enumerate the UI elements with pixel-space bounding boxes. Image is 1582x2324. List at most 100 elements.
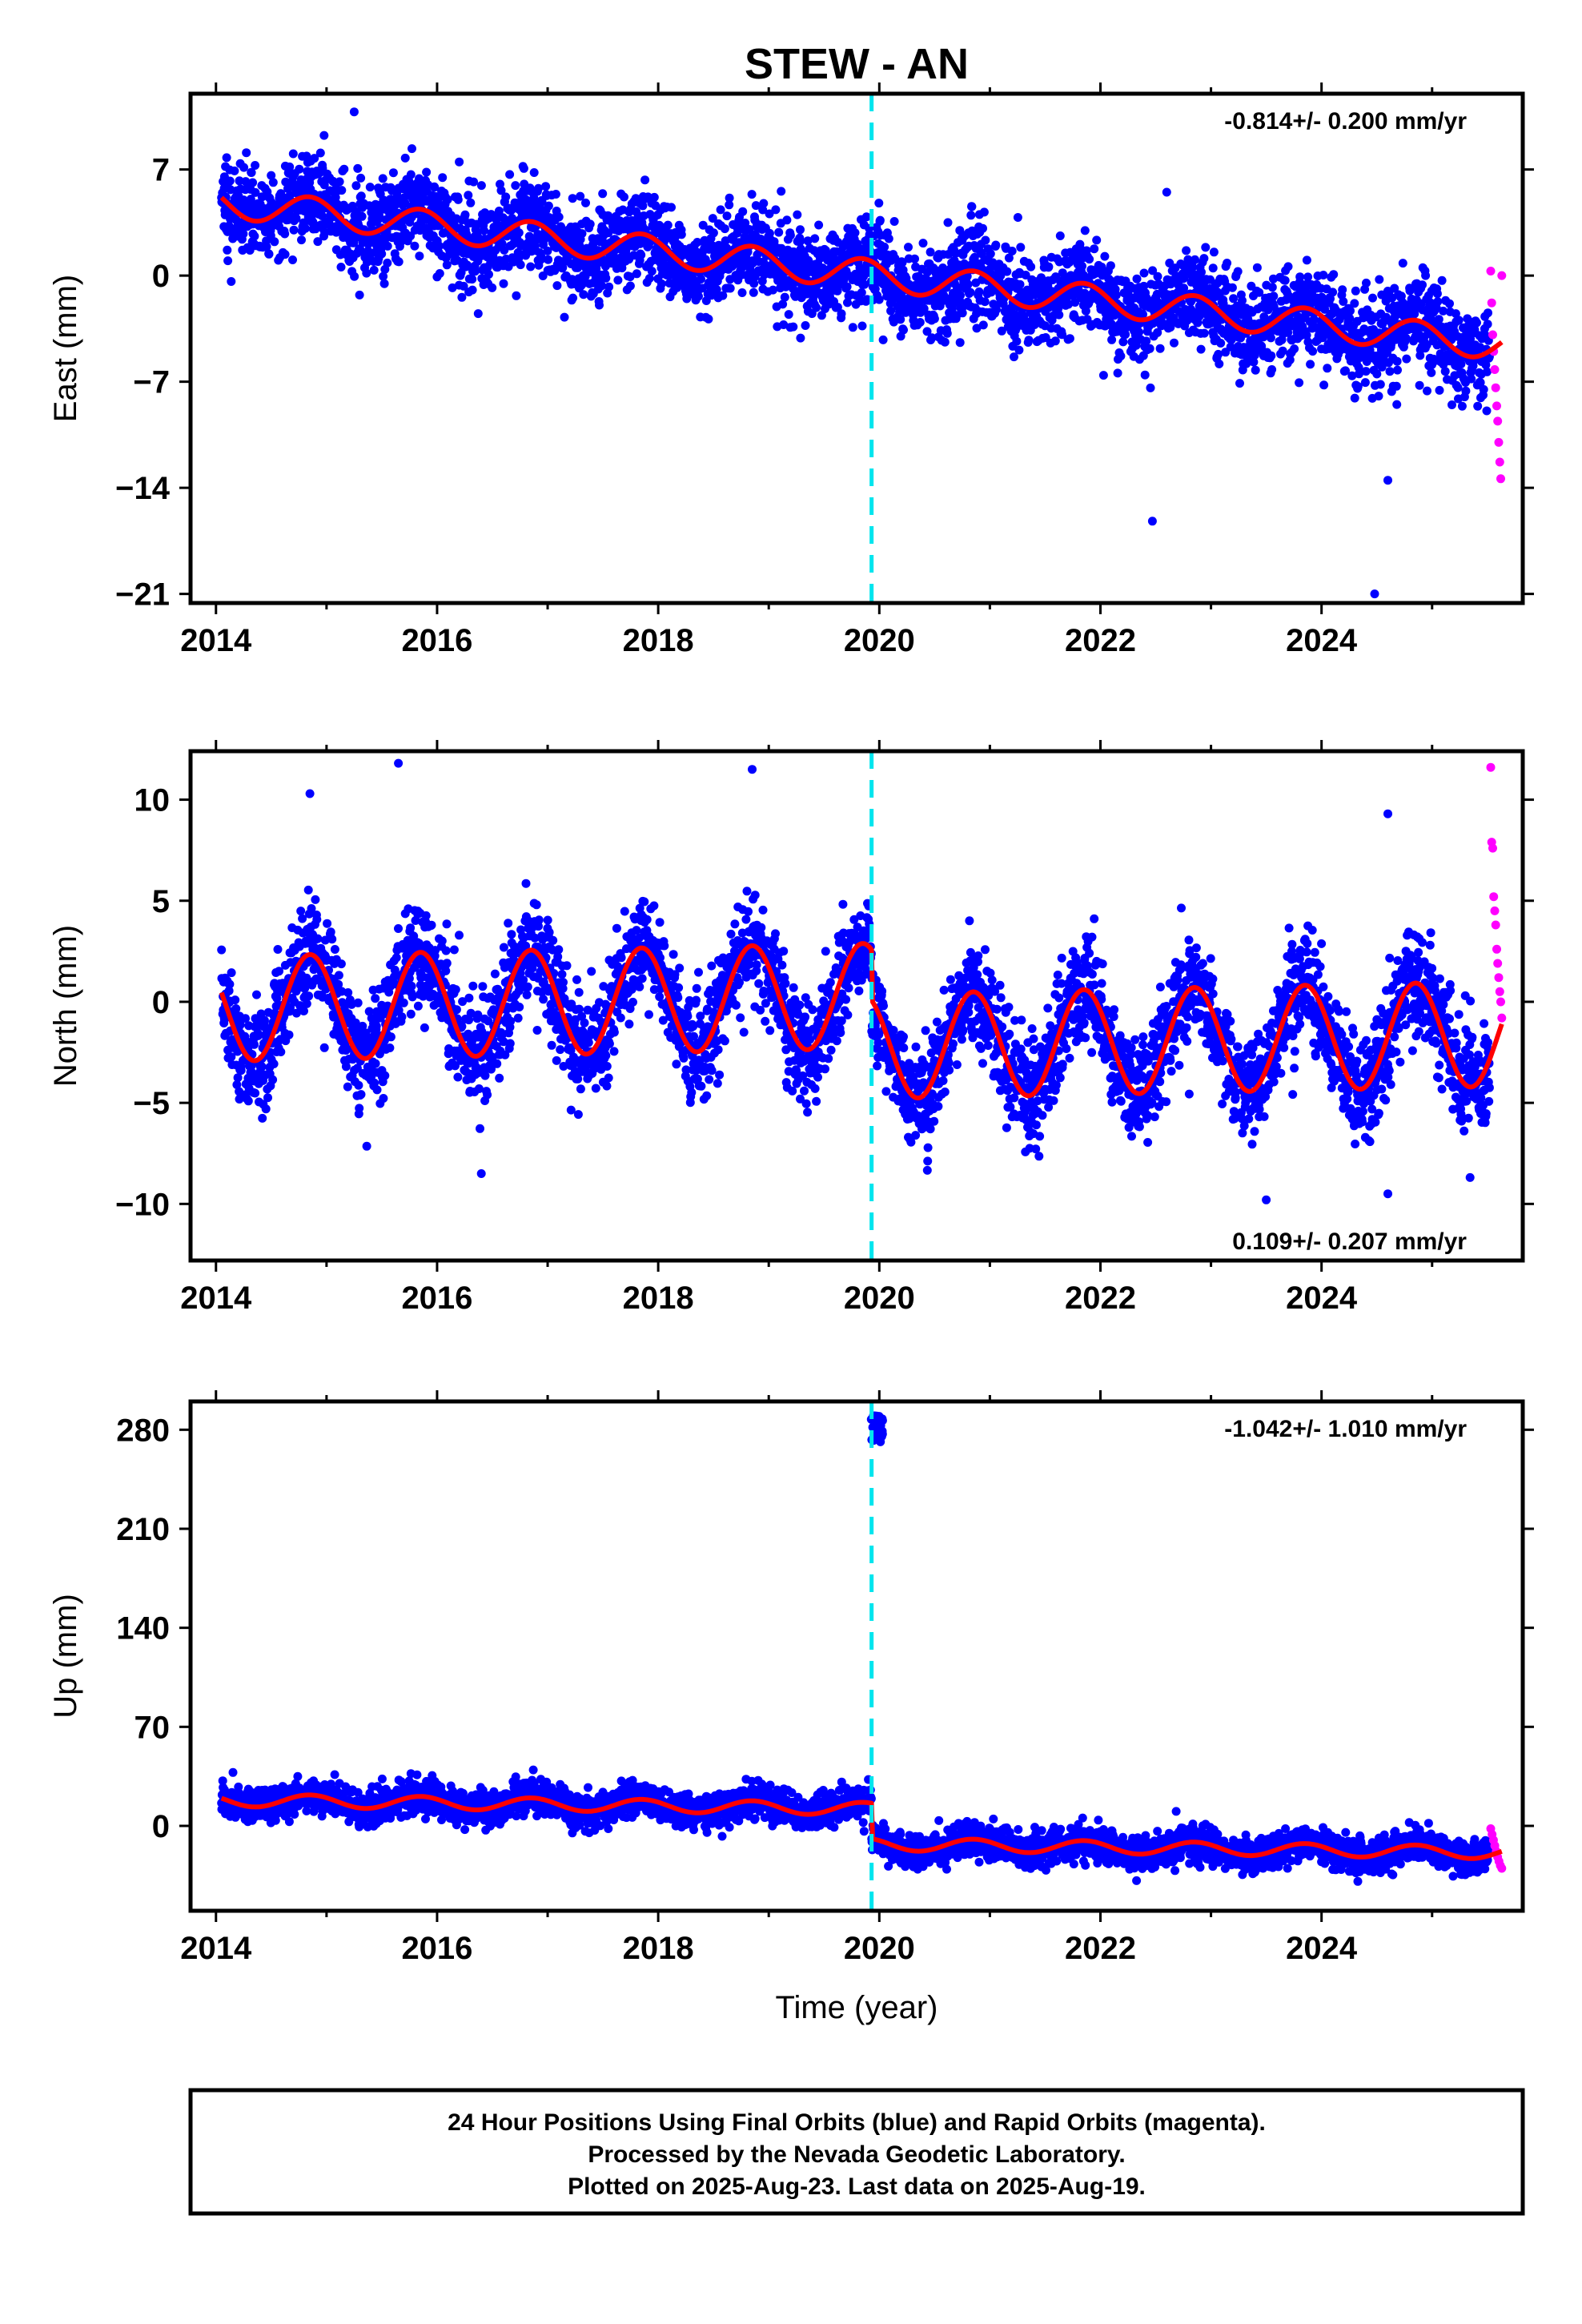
data-point	[269, 1059, 279, 1068]
data-point	[857, 321, 867, 331]
data-point	[1080, 226, 1090, 235]
data-point	[394, 924, 403, 933]
data-point	[1235, 379, 1244, 388]
data-point	[771, 205, 781, 215]
data-point	[640, 175, 650, 185]
data-point	[704, 314, 713, 324]
data-point	[385, 1043, 395, 1052]
data-point	[1065, 334, 1074, 344]
data-point	[1402, 354, 1411, 364]
data-point	[899, 325, 908, 335]
data-point	[356, 1090, 366, 1100]
data-point	[1044, 262, 1054, 271]
data-point	[1278, 346, 1287, 356]
data-point	[280, 229, 290, 239]
data-point	[241, 177, 251, 187]
data-point	[874, 295, 884, 304]
data-point	[406, 170, 416, 179]
data-point	[1251, 365, 1260, 375]
data-point	[302, 999, 311, 1008]
data-point	[720, 224, 729, 234]
data-point	[842, 282, 852, 292]
data-point	[463, 260, 472, 270]
data-point	[441, 966, 451, 975]
data-point	[1015, 279, 1025, 289]
data-point	[981, 235, 990, 245]
data-point	[427, 920, 436, 930]
data-point	[1113, 368, 1122, 378]
data-point	[966, 211, 976, 220]
data-point	[784, 310, 793, 320]
data-point	[263, 1093, 272, 1103]
data-point	[525, 232, 534, 242]
data-point	[499, 279, 508, 288]
data-point	[638, 201, 648, 211]
data-point	[789, 322, 798, 332]
data-point	[267, 171, 276, 180]
data-point	[1090, 244, 1099, 254]
data-point	[464, 993, 474, 1003]
data-point	[483, 1090, 492, 1100]
data-point	[875, 215, 885, 225]
final-orbit-points	[217, 107, 1494, 599]
data-point	[1280, 275, 1290, 285]
data-point	[716, 205, 725, 215]
data-point	[1267, 351, 1276, 360]
data-point	[918, 239, 928, 248]
data-point	[725, 200, 734, 210]
data-point	[355, 1104, 364, 1113]
data-point	[337, 186, 347, 195]
data-point	[246, 195, 255, 204]
data-point	[235, 176, 244, 186]
data-point	[430, 183, 440, 192]
data-point	[304, 991, 314, 1001]
data-point	[227, 277, 236, 286]
data-point	[262, 242, 271, 251]
data-point	[1238, 296, 1247, 305]
data-point	[1295, 378, 1304, 388]
data-point	[356, 173, 366, 183]
data-point	[1134, 328, 1144, 337]
data-point	[406, 923, 416, 933]
data-point	[243, 1096, 253, 1106]
data-point	[758, 205, 768, 215]
data-point	[1100, 251, 1110, 261]
data-point	[400, 153, 410, 163]
data-point	[803, 236, 813, 246]
data-point	[1199, 254, 1209, 263]
y-axis-label: East (mm)	[48, 275, 83, 422]
data-point	[1227, 283, 1237, 292]
data-point	[245, 246, 255, 255]
data-point	[442, 959, 452, 968]
data-point	[974, 287, 984, 296]
data-point	[738, 207, 748, 216]
data-point	[494, 207, 504, 215]
data-point	[379, 271, 388, 281]
data-point	[991, 240, 1001, 250]
data-point	[507, 930, 516, 939]
data-point	[280, 250, 290, 259]
data-point	[285, 162, 295, 171]
data-point	[698, 220, 708, 230]
data-point	[420, 1023, 429, 1032]
data-point	[492, 215, 501, 224]
data-point	[251, 187, 260, 197]
data-point	[1002, 267, 1012, 276]
plot-area	[217, 751, 1507, 1261]
data-point	[782, 215, 792, 225]
data-point	[1252, 263, 1262, 272]
data-point	[1482, 367, 1492, 376]
data-point	[352, 232, 362, 242]
data-point	[437, 936, 447, 946]
data-point	[1007, 247, 1017, 255]
data-point	[1199, 328, 1209, 338]
data-point	[488, 283, 497, 292]
data-point	[251, 1088, 260, 1098]
data-point	[544, 255, 553, 264]
data-point	[268, 1075, 278, 1084]
data-point	[967, 202, 977, 211]
data-point	[1107, 335, 1117, 344]
data-point	[336, 263, 346, 271]
rapid-point	[1495, 457, 1504, 467]
data-point	[227, 968, 236, 978]
